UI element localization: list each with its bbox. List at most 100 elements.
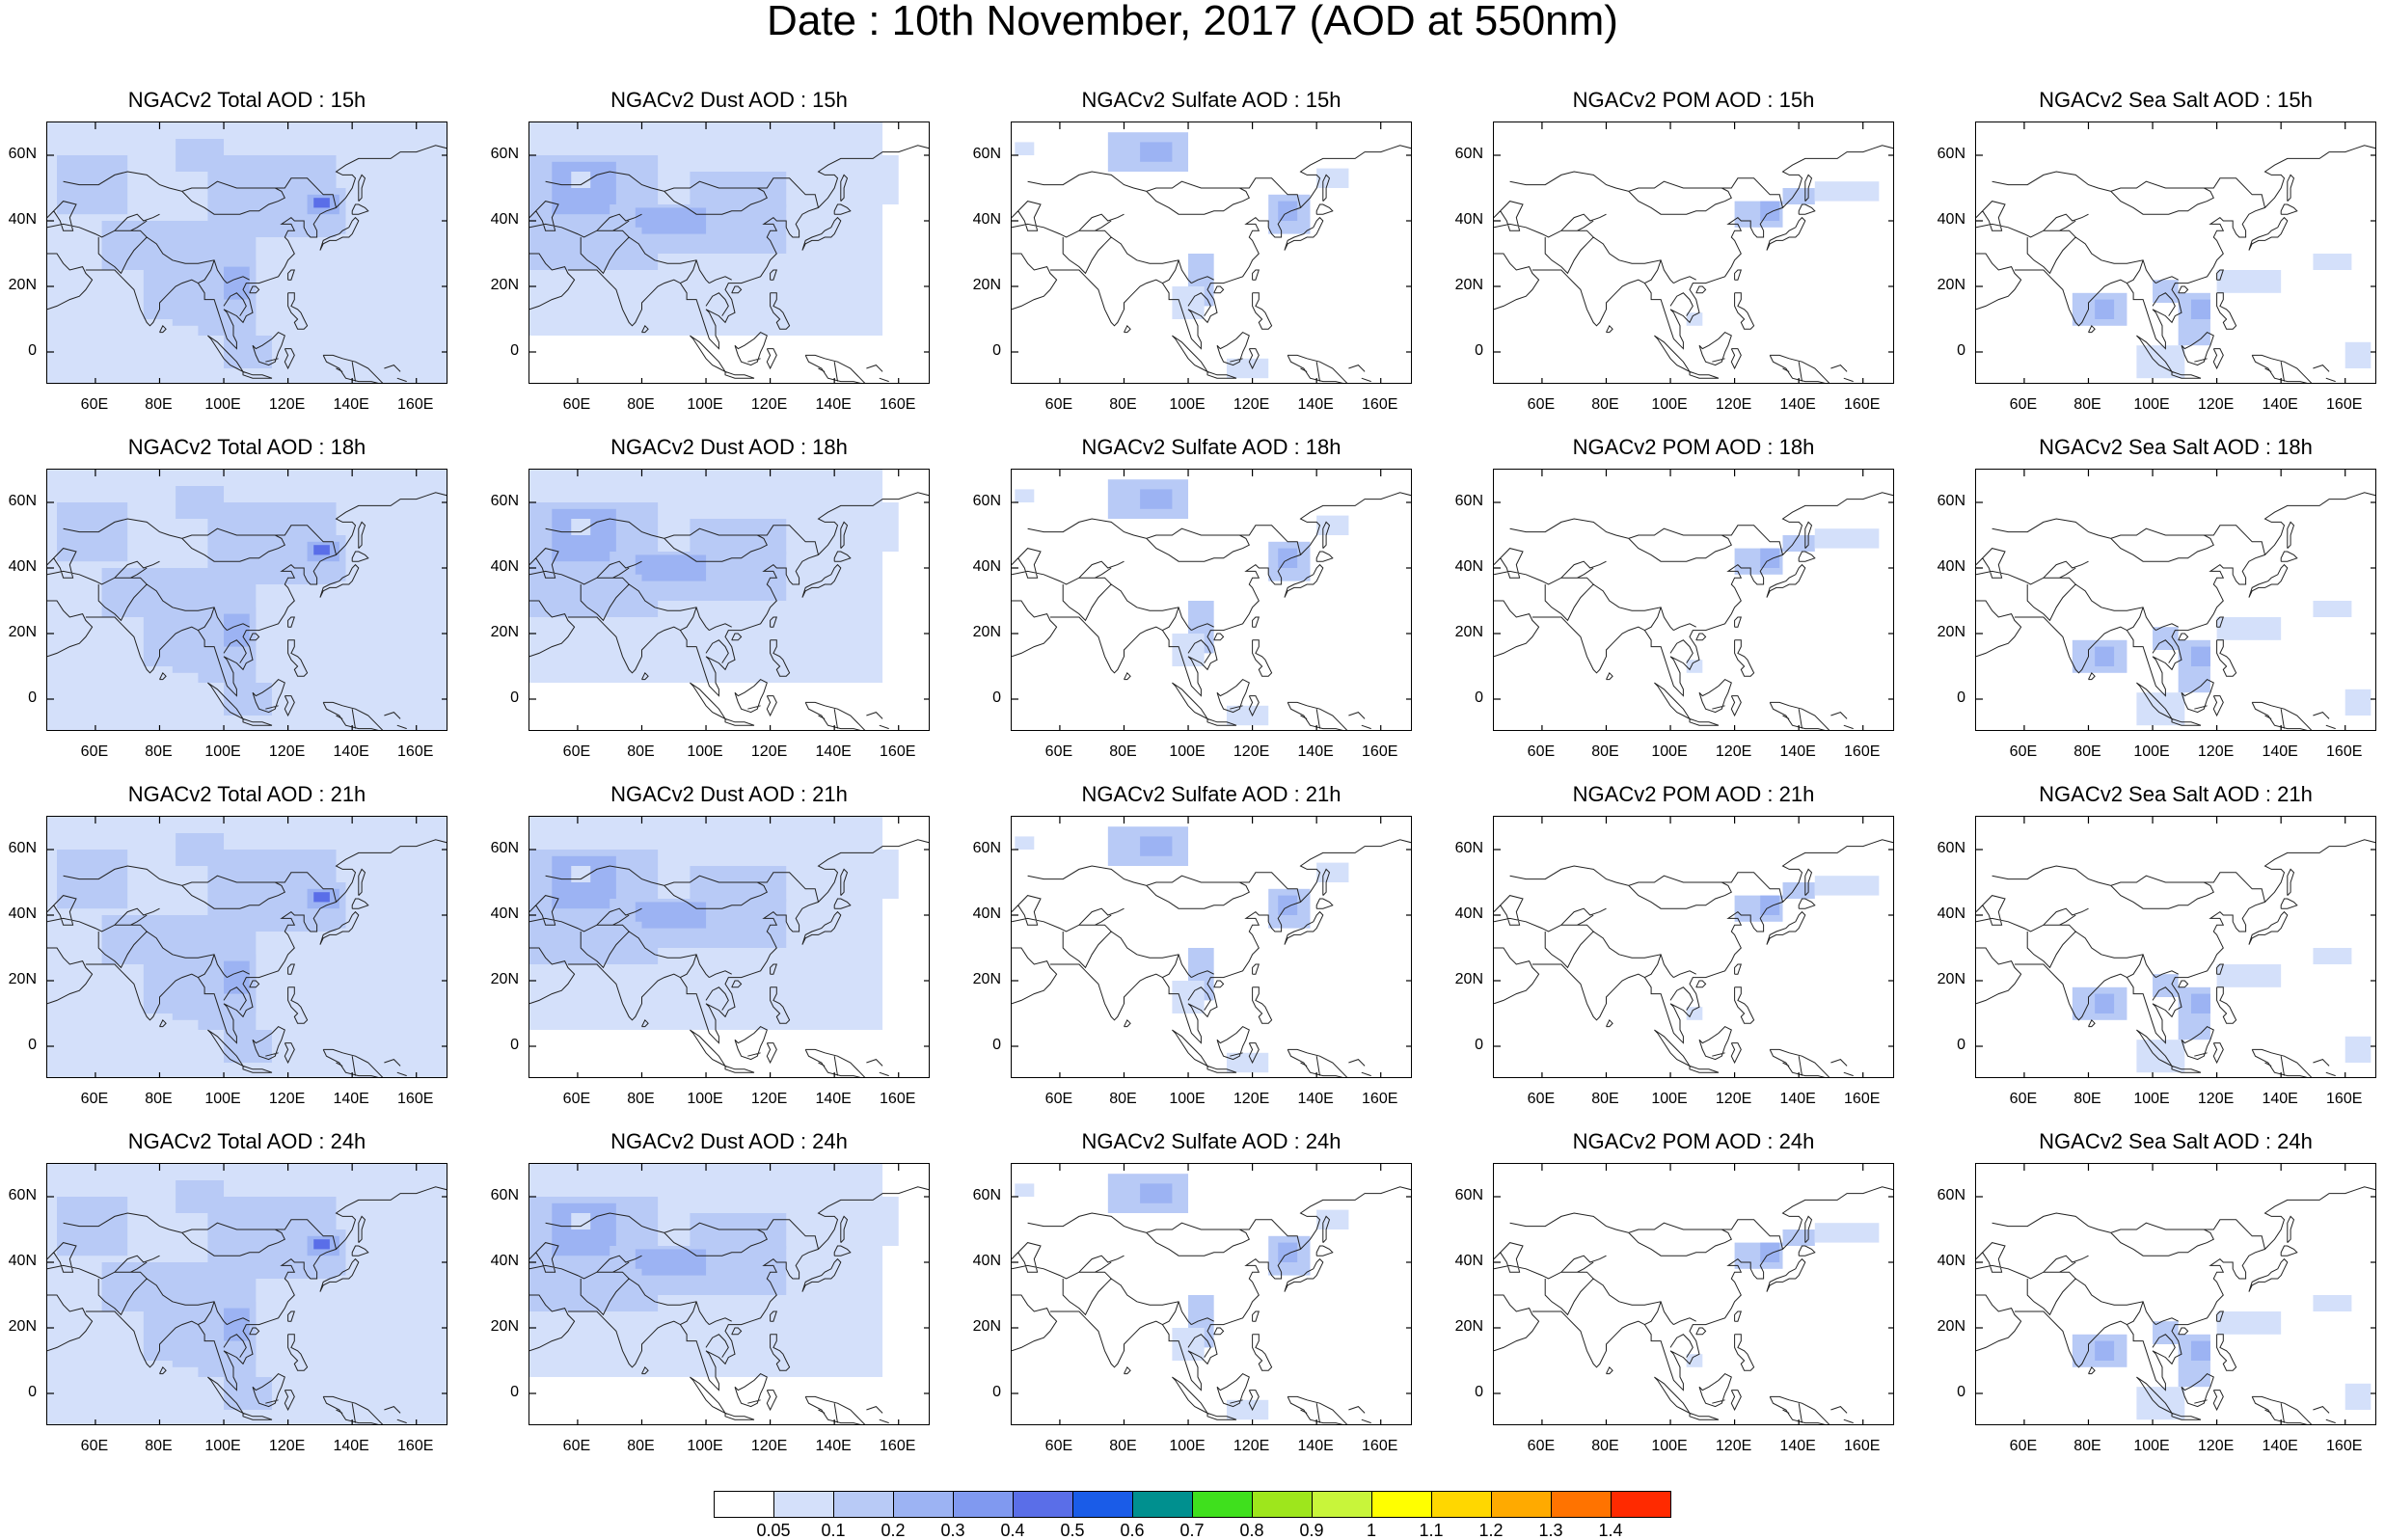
y-tick-label: 0 (28, 1384, 37, 1400)
panel-title: NGACv2 Total AOD : 15h (127, 88, 366, 112)
y-tick-label: 40N (490, 211, 519, 228)
x-tick-label: 120E (1233, 396, 1270, 413)
y-tick-label: 20N (1937, 1318, 1965, 1335)
y-tick-label: 20N (972, 624, 1001, 640)
map-panel (1975, 1163, 2376, 1425)
panel-title: NGACv2 Sea Salt AOD : 18h (2039, 435, 2313, 459)
aod-plume (801, 155, 899, 204)
coastline (1012, 492, 1411, 730)
aod-plume (2190, 993, 2210, 1013)
panel-title: NGACv2 POM AOD : 24h (1572, 1129, 1815, 1153)
y-tick-label: 20N (490, 1318, 519, 1335)
aod-plume (313, 1239, 330, 1250)
x-tick-label: 160E (1844, 743, 1881, 760)
aod-plume (1316, 862, 1349, 882)
coastline (529, 492, 929, 730)
aod-plume (1015, 142, 1035, 155)
aod-plume (1140, 1183, 1173, 1203)
x-tick-label: 140E (2262, 743, 2298, 760)
y-tick-label: 60N (972, 1187, 1001, 1203)
x-tick-label: 100E (1169, 1091, 1206, 1107)
y-tick-label: 60N (8, 1187, 37, 1203)
aod-plume (2216, 964, 2282, 987)
x-tick-label: 100E (2133, 1438, 2170, 1454)
y-tick-label: 20N (8, 277, 37, 293)
x-tick-label: 100E (687, 396, 723, 413)
y-tick-label: 0 (510, 1037, 519, 1053)
x-tick-label: 160E (2326, 396, 2363, 413)
aod-plume (635, 554, 707, 581)
x-tick-label: 100E (1651, 743, 1688, 760)
aod-map (1494, 122, 1893, 383)
x-tick-label: 160E (1362, 1091, 1398, 1107)
aod-map (1494, 817, 1893, 1077)
aod-plume (313, 892, 330, 903)
y-tick-label: 0 (992, 1037, 1001, 1053)
aod-plume (176, 1180, 225, 1213)
map-panel (1011, 469, 1412, 731)
y-tick-label: 60N (8, 840, 37, 856)
x-tick-label: 140E (1297, 1438, 1334, 1454)
aod-plume (1172, 634, 1205, 666)
y-tick-label: 60N (490, 493, 519, 509)
aod-plume (1278, 895, 1298, 915)
x-tick-label: 160E (1362, 743, 1398, 760)
y-tick-label: 40N (8, 1253, 37, 1269)
aod-plume (577, 227, 642, 270)
x-tick-label: 100E (204, 396, 241, 413)
panel-title: NGACv2 Sulfate AOD : 24h (1081, 1129, 1342, 1153)
aod-plume (1140, 489, 1173, 509)
colorbar-swatch (1431, 1491, 1492, 1518)
x-tick-label: 160E (2326, 1091, 2363, 1107)
aod-plume (2136, 692, 2185, 726)
aod-plume (1782, 535, 1815, 552)
aod-plume (2216, 617, 2282, 640)
x-tick-label: 140E (2262, 1091, 2298, 1107)
x-tick-label: 80E (2073, 1091, 2101, 1107)
y-tick-label: 40N (8, 558, 37, 575)
map-panel (1493, 469, 1894, 731)
x-tick-label: 80E (2073, 743, 2101, 760)
x-tick-label: 140E (815, 1091, 852, 1107)
colorbar-label: 0.05 (756, 1521, 791, 1540)
aod-plume (635, 902, 707, 929)
aod-plume (2313, 601, 2352, 617)
aod-map (1494, 470, 1893, 730)
aod-plume (1172, 286, 1205, 319)
y-tick-label: 40N (490, 1253, 519, 1269)
aod-plume (1316, 1209, 1349, 1229)
colorbar-label: 1.4 (1598, 1521, 1623, 1540)
aod-plume (1015, 836, 1035, 850)
aod-plume (690, 1213, 787, 1250)
x-tick-label: 100E (687, 743, 723, 760)
colorbar-label: 0.4 (1000, 1521, 1025, 1540)
aod-plume (577, 574, 642, 617)
map-panel (46, 469, 447, 731)
x-tick-label: 120E (1715, 1091, 1752, 1107)
panel-title: NGACv2 Sea Salt AOD : 21h (2039, 782, 2313, 806)
y-tick-label: 40N (972, 1253, 1001, 1269)
x-tick-label: 140E (1779, 1091, 1816, 1107)
aod-map (1976, 1164, 2375, 1424)
aod-plume (690, 519, 787, 555)
aod-plume (1015, 489, 1035, 502)
aod-plume (172, 1340, 211, 1367)
coastline (47, 145, 447, 383)
aod-plume (2344, 1036, 2371, 1063)
x-tick-label: 160E (880, 1091, 916, 1107)
y-tick-label: 0 (28, 689, 37, 706)
colorbar-swatch (953, 1491, 1014, 1518)
aod-plume (1814, 181, 1880, 202)
y-tick-label: 0 (1475, 1037, 1483, 1053)
x-tick-label: 140E (815, 1438, 852, 1454)
aod-plume (2136, 1040, 2185, 1073)
y-tick-label: 0 (1957, 1384, 1965, 1400)
aod-plume (172, 993, 211, 1020)
x-tick-label: 160E (1844, 396, 1881, 413)
aod-plume (224, 1377, 272, 1410)
x-tick-label: 120E (2197, 1438, 2235, 1454)
x-tick-label: 100E (1169, 1438, 1206, 1454)
x-tick-label: 60E (80, 743, 109, 760)
x-tick-label: 140E (2262, 1438, 2298, 1454)
x-tick-label: 80E (1591, 743, 1619, 760)
